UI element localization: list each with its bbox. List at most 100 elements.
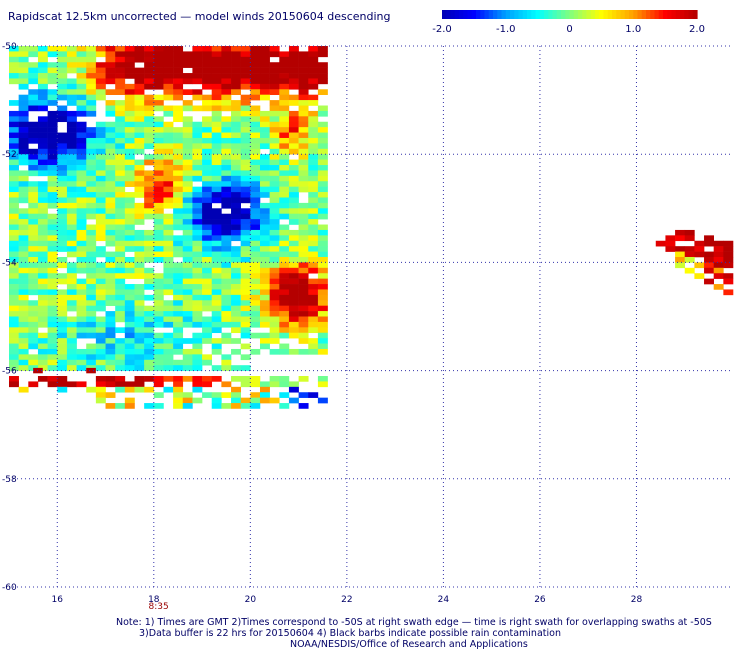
heat-cell (28, 73, 39, 79)
heat-cell (163, 67, 174, 74)
heat-cell (192, 278, 203, 285)
heat-cell (37, 143, 48, 150)
heat-cell (28, 224, 39, 231)
heat-cell (47, 381, 58, 388)
heat-cell (288, 143, 299, 150)
heat-cell (37, 159, 48, 166)
heat-cell (221, 240, 232, 247)
heat-cell (298, 154, 309, 160)
heat-cell (240, 105, 251, 112)
heat-cell (76, 359, 87, 366)
colorbar-segment (599, 10, 605, 19)
heat-cell (221, 278, 232, 285)
heat-cell (144, 197, 155, 204)
heat-cell (47, 343, 58, 350)
heat-cell (144, 327, 155, 334)
heat-cell (250, 300, 261, 306)
heat-cell (211, 89, 222, 95)
heat-cell (76, 192, 87, 198)
heat-cell (308, 143, 319, 150)
heat-cell (231, 278, 241, 285)
heat-cell (66, 359, 77, 366)
heat-cell (259, 202, 270, 209)
heat-cell (86, 192, 97, 198)
heat-cell (144, 94, 155, 101)
heat-cell (18, 343, 29, 350)
heat-cell (37, 105, 48, 112)
heat-cell (308, 100, 319, 106)
heat-cell (37, 100, 48, 106)
heat-cell (279, 192, 290, 198)
heat-cell (694, 262, 705, 269)
heat-cell (115, 148, 126, 155)
heat-cell (713, 267, 724, 274)
heat-cell (173, 321, 184, 328)
heat-cell (221, 365, 232, 371)
heat-cell (269, 116, 280, 123)
heat-cell (231, 327, 241, 334)
heat-cell (76, 229, 87, 236)
heat-cell (675, 246, 686, 252)
heat-cell (192, 175, 203, 182)
heat-cell (9, 359, 19, 366)
heat-cell (153, 154, 164, 160)
heat-cell (66, 78, 77, 85)
heat-cell (308, 78, 319, 85)
heat-cell (66, 46, 77, 52)
heat-cell (105, 46, 116, 52)
heat-cell (115, 278, 126, 285)
heat-cell (153, 208, 164, 215)
heat-cell (279, 186, 290, 193)
heat-cell (182, 186, 193, 193)
heat-cell (9, 132, 19, 139)
heat-cell (134, 208, 145, 215)
heat-cell (144, 181, 155, 187)
heat-cell (173, 159, 184, 166)
heat-cell (694, 240, 705, 247)
heat-cell (317, 235, 328, 242)
heat-cell (704, 262, 714, 269)
heat-cell (269, 175, 280, 182)
heat-cell (153, 251, 164, 258)
heat-cell (308, 51, 319, 58)
heat-cell (163, 186, 174, 193)
heat-cell (66, 116, 77, 123)
heat-cell (250, 78, 261, 85)
heat-cell (153, 235, 164, 242)
heat-cell (115, 105, 126, 112)
heat-cell (124, 197, 135, 204)
heat-cell (115, 262, 126, 269)
heat-cell (279, 213, 290, 220)
heat-cell (288, 110, 299, 117)
colorbar-tick-label: -1.0 (496, 24, 516, 35)
heat-cell (86, 262, 97, 269)
heat-cell (298, 332, 309, 339)
heat-cell (250, 251, 261, 258)
heat-cell (259, 170, 270, 177)
heat-cell (298, 186, 309, 193)
heat-cell (211, 51, 222, 58)
heat-cell (105, 105, 116, 112)
heat-cell (240, 132, 251, 139)
heat-cell (279, 110, 290, 117)
heat-cell (37, 343, 48, 350)
heat-cell (279, 132, 290, 139)
heat-cell (144, 359, 155, 366)
heat-cell (47, 251, 58, 258)
heat-cell (66, 267, 77, 274)
heat-cell (66, 381, 77, 388)
heat-cell (163, 219, 174, 225)
heat-cell (240, 116, 251, 123)
heat-cell (153, 186, 164, 193)
heat-cell (28, 256, 39, 263)
heat-cell (37, 240, 48, 247)
heat-cell (173, 365, 184, 371)
heat-cell (105, 403, 116, 409)
heat-cell (57, 359, 68, 366)
heat-cell (192, 251, 203, 258)
heat-cell (163, 175, 174, 182)
heat-cell (240, 192, 251, 198)
heat-cell (163, 197, 174, 204)
heat-cell (250, 94, 261, 101)
